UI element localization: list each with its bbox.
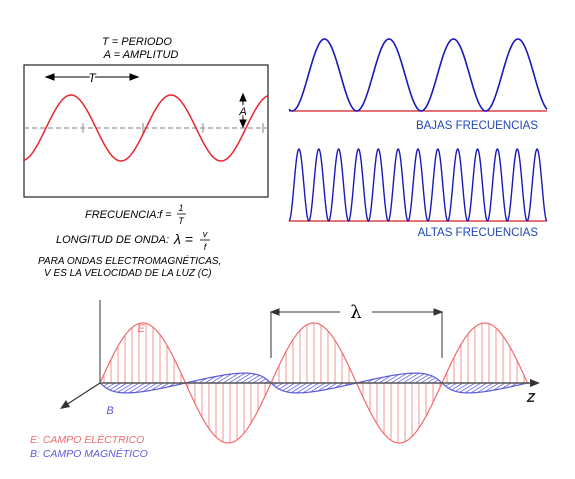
b-field-vector	[390, 373, 407, 384]
legend-electric-field: E: CAMPO ELÉCTRICO	[30, 433, 144, 446]
magnetic-field-wave	[99, 372, 529, 394]
b-field-vector	[451, 382, 464, 391]
b-field-vector	[122, 382, 140, 394]
legend-amplitude: A = AMPLITUD	[103, 49, 179, 61]
b-field-vector	[477, 382, 494, 393]
b-field-vector	[246, 375, 260, 384]
b-field-vector	[216, 373, 233, 384]
wavelength-symbol: λ	[350, 302, 361, 323]
b-field-vector	[459, 382, 476, 393]
b-field-vector	[302, 382, 320, 394]
b-field-vector	[159, 382, 170, 389]
b-field-vector	[414, 374, 429, 384]
frequency-numerator: 1	[178, 203, 183, 213]
b-field-vector	[309, 382, 326, 393]
b-field-vector	[484, 382, 500, 392]
wavelength-numerator: v	[203, 229, 208, 239]
b-field-vector	[252, 376, 264, 384]
frequency-lhs: f =	[159, 209, 172, 221]
b-field-vector	[228, 372, 246, 384]
high-frequency-wave	[288, 148, 548, 222]
b-field-vector	[282, 382, 296, 391]
frequency-label: FRECUENCIA:	[85, 209, 160, 221]
signal-axis-ticks	[82, 123, 264, 133]
b-field-vector	[396, 372, 414, 384]
wavelength-formula: LONGITUD DE ONDA: λ = v f	[56, 229, 210, 252]
b-field-vector	[384, 374, 400, 384]
b-field-vector	[291, 382, 308, 393]
b-field-label: B	[106, 405, 113, 417]
b-field-vector	[455, 382, 470, 392]
b-field-vector	[492, 382, 506, 391]
period-arrow	[44, 73, 140, 81]
signal-box	[23, 64, 269, 198]
propagation-axis	[100, 379, 540, 387]
low-frequency-wave	[288, 38, 548, 112]
b-field-vector	[326, 382, 338, 390]
electric-field-vectors	[103, 323, 525, 443]
legend-magnetic-field: B: CAMPO MAGNÉTICO	[30, 447, 148, 460]
b-field-vector	[106, 382, 116, 389]
amplitude-label: A	[238, 106, 246, 118]
b-field-vector	[317, 382, 332, 392]
b-field-vector	[420, 375, 433, 384]
b-field-vector	[372, 377, 383, 384]
b-field-vector	[109, 382, 122, 391]
b-field-vector	[142, 382, 158, 392]
b-field-vector	[117, 382, 134, 393]
high-frequency-panel: ALTAS FRECUENCIAS	[288, 148, 548, 239]
formula-block: FRECUENCIA: f = 1 T LONGITUD DE ONDA: λ …	[38, 203, 221, 279]
signal-sine-wave	[23, 94, 269, 162]
b-field-vector	[135, 382, 152, 393]
b-field-vector	[204, 376, 216, 384]
e-field-label: E	[137, 323, 145, 335]
high-frequency-label: ALTAS FRECUENCIAS	[418, 227, 539, 239]
legend-period: T = PERIODO	[102, 36, 172, 48]
b-field-vector	[240, 373, 256, 384]
b-field-vector	[222, 372, 240, 384]
b-field-vector	[408, 373, 425, 384]
wavelength-denominator: f	[204, 242, 208, 252]
b-field-vector	[286, 382, 302, 393]
b-field-vector	[470, 382, 488, 394]
em-note-line2: V ES LA VELOCIDAD DE LA LUZ (C)	[44, 268, 212, 279]
b-field-vector	[234, 373, 251, 384]
b-field-vector	[278, 382, 290, 390]
b-field-vector	[150, 382, 164, 391]
b-axis	[60, 382, 101, 409]
wavelength-label: LONGITUD DE ONDA:	[56, 234, 169, 246]
b-field-vector	[464, 382, 482, 394]
low-frequency-label: BAJAS FRECUENCIAS	[416, 120, 538, 132]
wavelength-lhs: λ =	[173, 231, 193, 247]
b-field-vector	[210, 374, 225, 384]
period-amplitude-panel: T = PERIODO A = AMPLITUD T A	[23, 36, 269, 198]
b-field-vector	[426, 377, 436, 384]
em-note-line1: PARA ONDAS ELECTROMAGNÉTICAS,	[38, 254, 221, 267]
b-field-vector	[296, 382, 314, 394]
b-field-vector	[448, 382, 458, 389]
b-field-vector	[128, 382, 146, 394]
b-field-vector	[501, 382, 512, 389]
em-wave-panel: λ E B Z E: CAMPO ELÉCTRICO B: CAMPO MAGN…	[30, 300, 540, 460]
electric-field-wave	[99, 322, 529, 444]
b-field-vector	[402, 372, 420, 384]
frequency-formula: FRECUENCIA: f = 1 T	[85, 203, 186, 226]
b-field-vector	[113, 382, 128, 392]
frequency-denominator: T	[178, 216, 185, 226]
z-axis-label: Z	[526, 390, 536, 405]
wavelength-bracket	[269, 308, 444, 358]
amplitude-arrow	[239, 92, 247, 129]
b-field-vector	[378, 375, 392, 384]
low-frequency-panel: BAJAS FRECUENCIAS	[288, 38, 548, 132]
